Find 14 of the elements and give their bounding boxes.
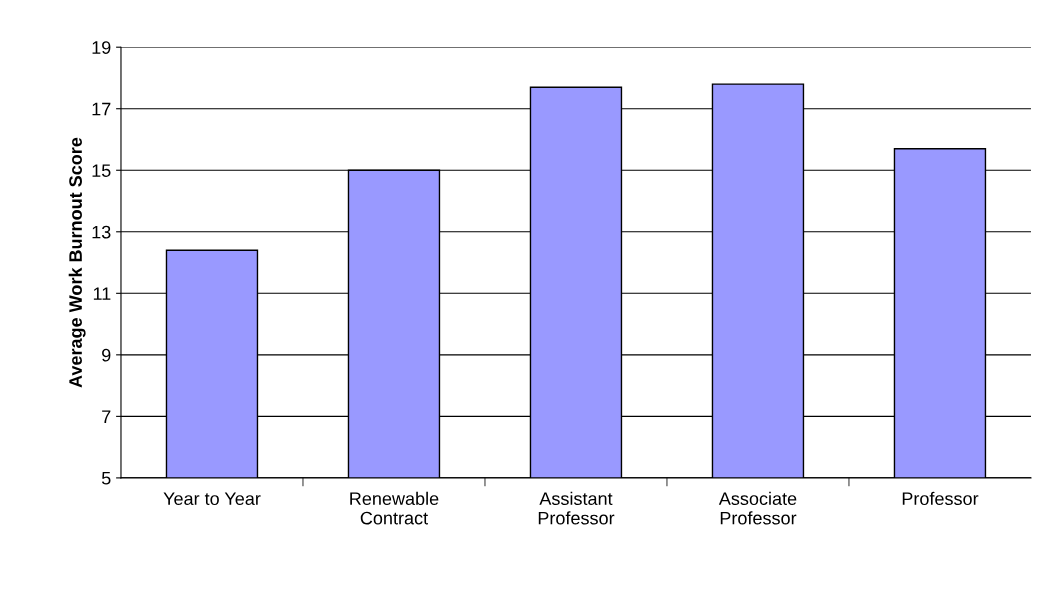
y-tick-label: 17 (92, 102, 111, 116)
x-tick-label: Renewable Contract (350, 491, 439, 525)
y-tick-label: 15 (92, 164, 111, 177)
y-tick-label: 13 (92, 225, 111, 239)
y-tick-label: 5 (101, 472, 111, 485)
y-axis-title: Average Work Burnout Score (68, 137, 86, 388)
y-tick-label: 7 (102, 410, 111, 423)
x-tick-label: Associate Professor (718, 491, 797, 525)
y-tick-label: 9 (102, 348, 111, 362)
x-tick-label: Professor (902, 491, 979, 506)
y-tick-label: 19 (92, 41, 111, 54)
y-tick-label: 11 (93, 287, 111, 300)
x-tick-label: Assistant Professor (538, 491, 615, 525)
x-tick-label: Year to Year (163, 492, 261, 506)
